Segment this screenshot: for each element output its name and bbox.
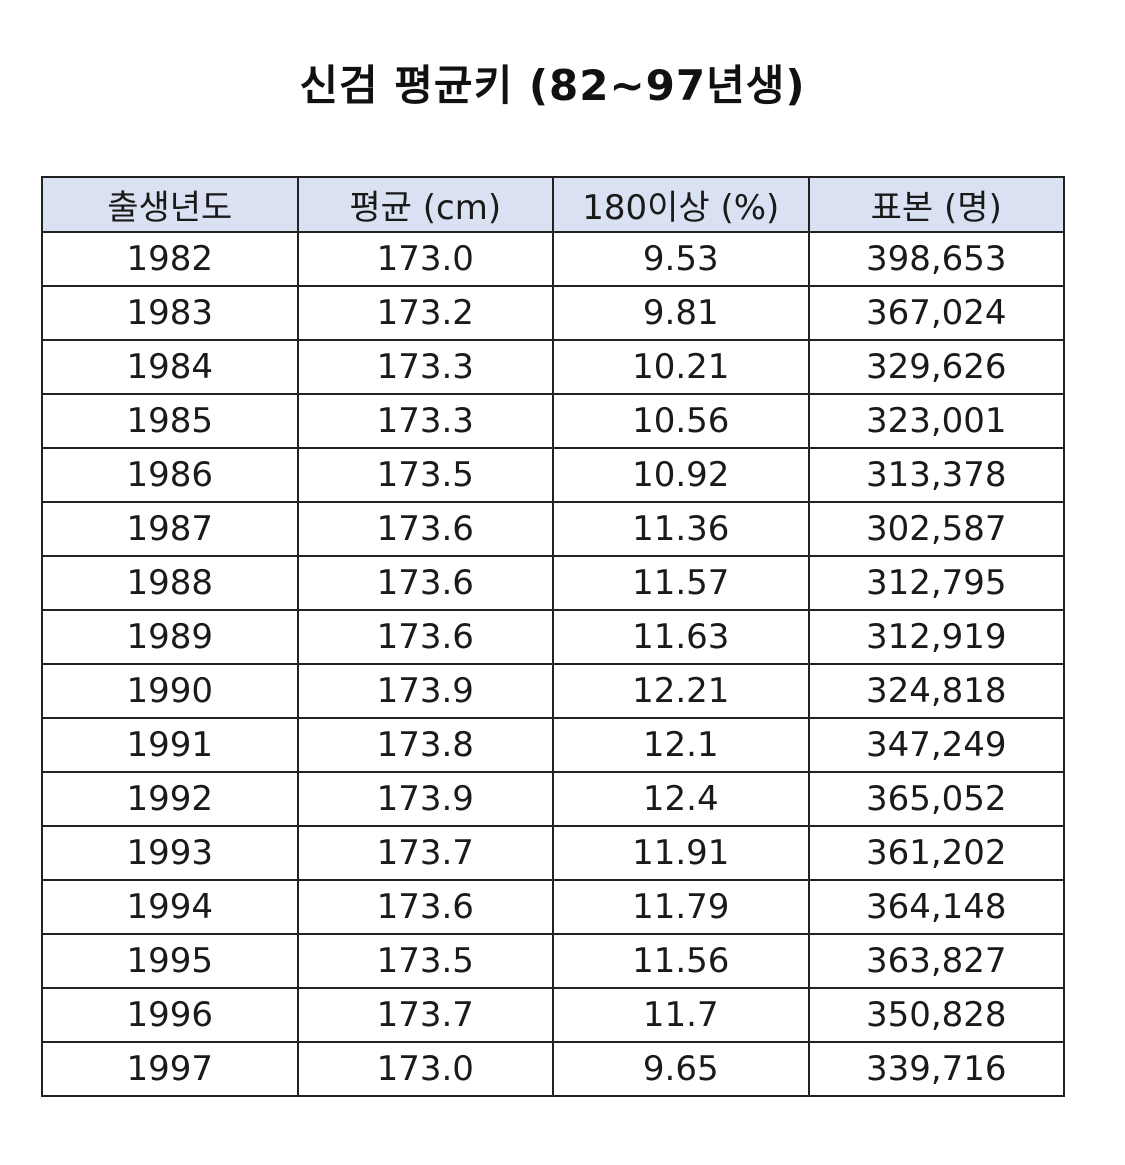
cell-over-180-percent: 9.65 (552, 1041, 810, 1097)
table-header: 출생년도 평균 (cm) 180이상 (%) 표본 (명) (41, 176, 1065, 233)
cell-average-height: 173.3 (296, 339, 554, 395)
cell-average-height: 173.6 (296, 555, 554, 611)
cell-average-height: 173.9 (296, 663, 554, 719)
cell-birth-year: 1991 (41, 717, 299, 773)
cell-birth-year: 1989 (41, 609, 299, 665)
cell-over-180-percent: 12.4 (552, 771, 810, 827)
cell-birth-year: 1997 (41, 1041, 299, 1097)
cell-sample-size: 323,001 (807, 393, 1065, 449)
table-row: 1986 173.5 10.92 313,378 (41, 447, 1065, 503)
cell-average-height: 173.6 (296, 609, 554, 665)
page-title: 신검 평균키 (82~97년생) (299, 61, 806, 110)
cell-birth-year: 1994 (41, 879, 299, 935)
cell-over-180-percent: 10.92 (552, 447, 810, 503)
cell-over-180-percent: 12.1 (552, 717, 810, 773)
table-row: 1997 173.0 9.65 339,716 (41, 1041, 1065, 1097)
cell-over-180-percent: 11.79 (552, 879, 810, 935)
cell-birth-year: 1996 (41, 987, 299, 1043)
cell-average-height: 173.9 (296, 771, 554, 827)
table-row: 1992 173.9 12.4 365,052 (41, 771, 1065, 827)
cell-sample-size: 313,378 (807, 447, 1065, 503)
cell-over-180-percent: 11.36 (552, 501, 810, 557)
cell-sample-size: 329,626 (807, 339, 1065, 395)
table-row: 1983 173.2 9.81 367,024 (41, 285, 1065, 341)
table-row: 1990 173.9 12.21 324,818 (41, 663, 1065, 719)
cell-birth-year: 1984 (41, 339, 299, 395)
cell-sample-size: 364,148 (807, 879, 1065, 935)
table-row: 1988 173.6 11.57 312,795 (41, 555, 1065, 611)
cell-average-height: 173.7 (296, 987, 554, 1043)
cell-average-height: 173.5 (296, 933, 554, 989)
cell-over-180-percent: 11.56 (552, 933, 810, 989)
height-table: 출생년도 평균 (cm) 180이상 (%) 표본 (명) 1982 173.0 9… (41, 176, 1065, 1097)
column-header-average-height: 평균 (cm) (296, 176, 554, 233)
cell-sample-size: 339,716 (807, 1041, 1065, 1097)
cell-over-180-percent: 9.81 (552, 285, 810, 341)
table-row: 1989 173.6 11.63 312,919 (41, 609, 1065, 665)
header-row: 출생년도 평균 (cm) 180이상 (%) 표본 (명) (41, 176, 1065, 233)
column-header-birth-year: 출생년도 (41, 176, 299, 233)
cell-average-height: 173.8 (296, 717, 554, 773)
cell-over-180-percent: 9.53 (552, 231, 810, 287)
table-row: 1985 173.3 10.56 323,001 (41, 393, 1065, 449)
table-row: 1996 173.7 11.7 350,828 (41, 987, 1065, 1043)
cell-sample-size: 350,828 (807, 987, 1065, 1043)
cell-birth-year: 1990 (41, 663, 299, 719)
cell-over-180-percent: 10.56 (552, 393, 810, 449)
cell-average-height: 173.7 (296, 825, 554, 881)
cell-sample-size: 365,052 (807, 771, 1065, 827)
cell-sample-size: 312,795 (807, 555, 1065, 611)
table-row: 1991 173.8 12.1 347,249 (41, 717, 1065, 773)
cell-over-180-percent: 11.63 (552, 609, 810, 665)
table-row: 1993 173.7 11.91 361,202 (41, 825, 1065, 881)
cell-average-height: 173.0 (296, 1041, 554, 1097)
table-row: 1987 173.6 11.36 302,587 (41, 501, 1065, 557)
cell-birth-year: 1987 (41, 501, 299, 557)
column-header-over-180-percent: 180이상 (%) (552, 176, 810, 233)
cell-birth-year: 1992 (41, 771, 299, 827)
cell-over-180-percent: 11.91 (552, 825, 810, 881)
cell-over-180-percent: 11.7 (552, 987, 810, 1043)
cell-sample-size: 324,818 (807, 663, 1065, 719)
cell-sample-size: 361,202 (807, 825, 1065, 881)
cell-sample-size: 312,919 (807, 609, 1065, 665)
cell-average-height: 173.2 (296, 285, 554, 341)
cell-birth-year: 1982 (41, 231, 299, 287)
cell-over-180-percent: 10.21 (552, 339, 810, 395)
cell-average-height: 173.6 (296, 879, 554, 935)
cell-birth-year: 1995 (41, 933, 299, 989)
table-row: 1995 173.5 11.56 363,827 (41, 933, 1065, 989)
column-header-sample-size: 표본 (명) (807, 176, 1065, 233)
cell-average-height: 173.6 (296, 501, 554, 557)
cell-sample-size: 398,653 (807, 231, 1065, 287)
cell-average-height: 173.3 (296, 393, 554, 449)
cell-birth-year: 1983 (41, 285, 299, 341)
table-body: 1982 173.0 9.53 398,653 1983 173.2 9.81 367,024… (41, 231, 1065, 1097)
cell-birth-year: 1988 (41, 555, 299, 611)
table-row: 1984 173.3 10.21 329,626 (41, 339, 1065, 395)
table-row: 1982 173.0 9.53 398,653 (41, 231, 1065, 287)
cell-sample-size: 347,249 (807, 717, 1065, 773)
cell-sample-size: 363,827 (807, 933, 1065, 989)
cell-birth-year: 1993 (41, 825, 299, 881)
cell-average-height: 173.0 (296, 231, 554, 287)
cell-average-height: 173.5 (296, 447, 554, 503)
cell-birth-year: 1985 (41, 393, 299, 449)
cell-sample-size: 302,587 (807, 501, 1065, 557)
table-row: 1994 173.6 11.79 364,148 (41, 879, 1065, 935)
cell-sample-size: 367,024 (807, 285, 1065, 341)
cell-birth-year: 1986 (41, 447, 299, 503)
cell-over-180-percent: 11.57 (552, 555, 810, 611)
cell-over-180-percent: 12.21 (552, 663, 810, 719)
